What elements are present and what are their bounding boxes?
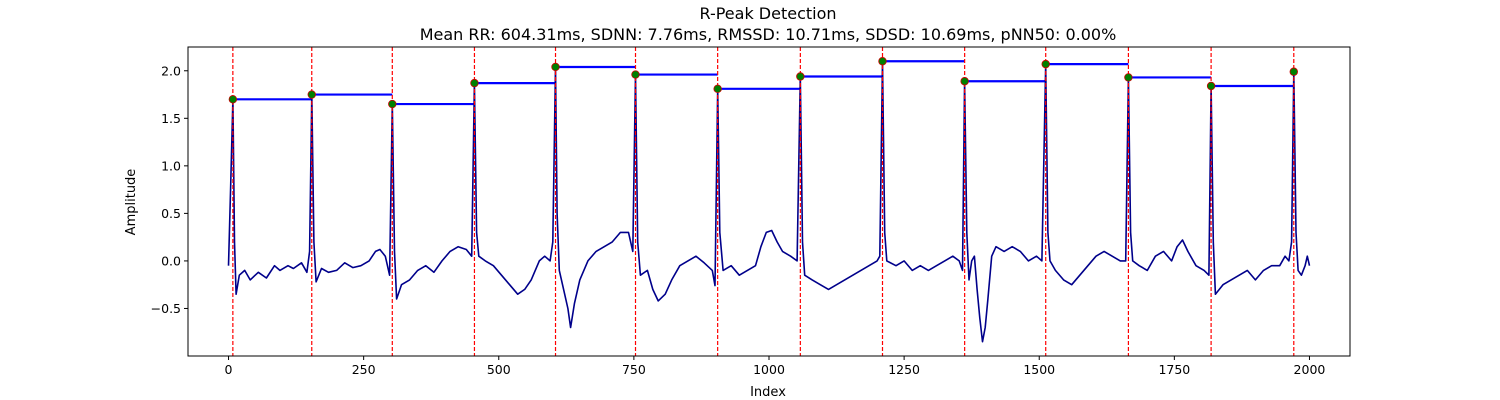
ecg-signal-line <box>227 60 1311 343</box>
x-tick-label: 250 <box>352 362 376 377</box>
x-tick-label: 750 <box>622 362 646 377</box>
y-tick-label: 0.5 <box>161 206 181 221</box>
x-tick-label: 2000 <box>1294 362 1326 377</box>
y-tick-label: 0.0 <box>161 253 181 268</box>
r-peak-marker <box>228 95 238 104</box>
r-peak-marker <box>878 57 887 66</box>
y-tick-label: 2.0 <box>161 63 181 78</box>
x-tick-label: 1500 <box>1023 362 1055 377</box>
y-tick-label: −0.5 <box>151 301 181 316</box>
x-tick-label: 0 <box>225 362 233 377</box>
r-peak-marker <box>470 78 479 88</box>
axes-frame <box>187 46 1351 357</box>
x-tick-label: 1000 <box>753 362 785 377</box>
r-peak-marker <box>1289 67 1298 76</box>
r-peak-marker <box>1041 59 1050 69</box>
y-tick-label: 1.0 <box>161 158 181 173</box>
r-peak-marker <box>796 72 805 81</box>
r-peak-marker <box>631 70 640 79</box>
x-axis-label: Index <box>750 385 786 400</box>
r-peak-marker <box>388 99 397 109</box>
plot-area <box>227 47 1311 356</box>
r-peak-marker <box>551 62 560 72</box>
r-peak-marker <box>1124 73 1133 82</box>
r-peak-marker <box>1206 81 1216 91</box>
r-peak-marker <box>307 90 316 99</box>
x-tick-label: 500 <box>487 362 511 377</box>
x-tick-label: 1750 <box>1158 362 1190 377</box>
axes: 0 250 500 750 1000 1250 1500 1750 2000 −0.5 0.0 0.5… <box>151 46 1351 377</box>
chart-title: R-Peak Detection <box>699 4 836 23</box>
chart-subtitle: Mean RR: 604.31ms, SDNN: 7.76ms, RMSSD: … <box>420 25 1117 44</box>
r-peak-marker <box>960 77 969 86</box>
y-axis-label: Amplitude <box>124 169 139 236</box>
r-peak-marker <box>713 84 722 94</box>
x-tick-label: 1250 <box>888 362 920 377</box>
y-tick-label: 1.5 <box>161 111 181 126</box>
